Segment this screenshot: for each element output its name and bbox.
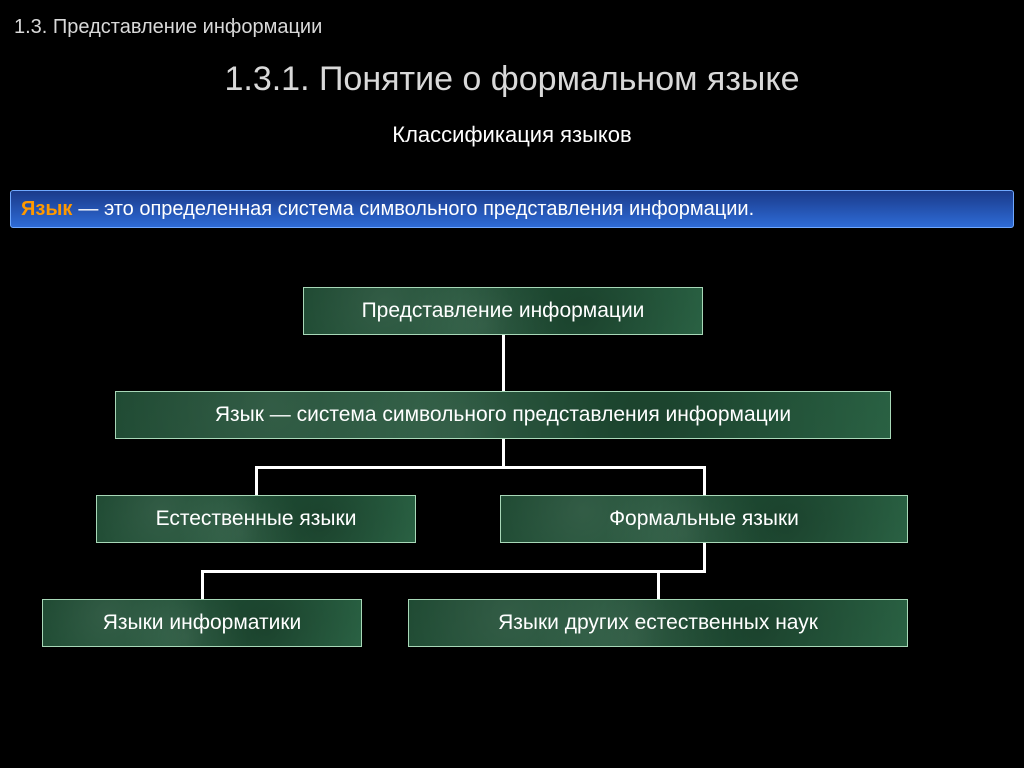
tree-edge [502, 439, 505, 469]
tree-edge [703, 543, 706, 573]
tree-edge [201, 570, 204, 600]
breadcrumb: 1.3. Представление информации [14, 16, 322, 39]
definition-term: Язык [21, 198, 72, 221]
tree-node: Языки информатики [42, 599, 362, 647]
page-subtitle: Классификация языков [0, 122, 1024, 148]
tree-node: Представление информации [303, 287, 703, 335]
tree-node: Формальные языки [500, 495, 908, 543]
tree-edge [255, 466, 706, 469]
tree-node: Естественные языки [96, 495, 416, 543]
tree-edge [502, 362, 505, 392]
tree-edge [502, 335, 505, 365]
tree-edge [703, 466, 706, 496]
tree-edge [255, 466, 258, 496]
definition-bar: Язык — это определенная система символьн… [10, 190, 1014, 228]
tree-node: Язык — система символьного представления… [115, 391, 891, 439]
page-title: 1.3.1. Понятие о формальном языке [0, 60, 1024, 99]
tree-edge [657, 570, 660, 600]
definition-text: — это определенная система символьного п… [78, 198, 754, 221]
tree-edge [201, 570, 706, 573]
tree-node: Языки других естественных наук [408, 599, 908, 647]
